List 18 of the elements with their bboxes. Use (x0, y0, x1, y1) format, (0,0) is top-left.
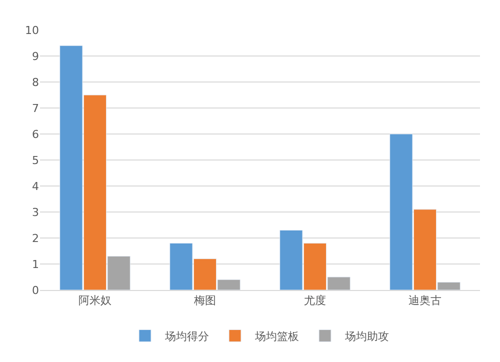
x-tick-label: 梅图 (193, 294, 216, 308)
legend-label: 场均篮板 (254, 330, 299, 343)
x-tick-label: 迪奥古 (408, 294, 442, 308)
legend-label: 场均得分 (164, 330, 209, 343)
y-tick-label: 0 (32, 284, 39, 297)
y-tick-label: 6 (32, 128, 39, 141)
y-tick-label: 10 (25, 24, 39, 37)
x-tick-label: 阿米奴 (78, 294, 112, 308)
y-tick-label: 9 (32, 50, 39, 63)
y-tick-label: 7 (32, 102, 39, 115)
y-tick-label: 8 (32, 76, 39, 89)
y-tick-label: 4 (32, 180, 39, 193)
x-tick-label: 尤度 (304, 294, 326, 308)
y-tick-label: 2 (32, 232, 39, 245)
y-tick-label: 5 (32, 154, 39, 167)
y-tick-label: 1 (32, 258, 39, 271)
y-tick-label: 3 (32, 206, 39, 219)
legend-label: 场均助攻 (344, 330, 389, 343)
